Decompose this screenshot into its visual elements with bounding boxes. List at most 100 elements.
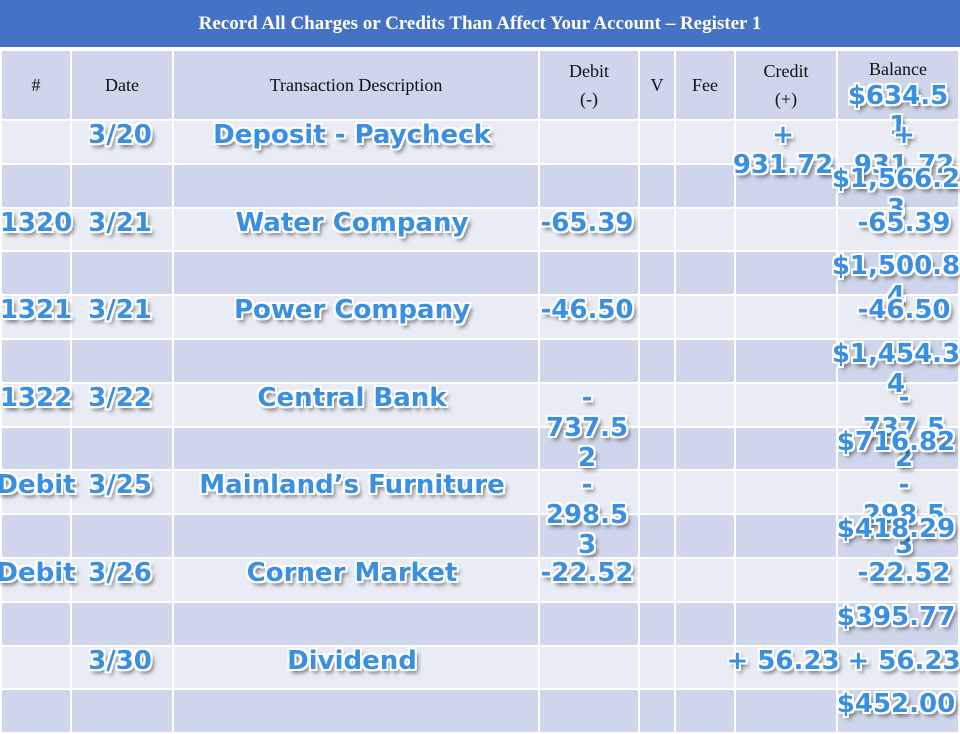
cell-credit	[734, 162, 838, 209]
table-row	[0, 206, 960, 253]
cell-verified	[638, 644, 676, 691]
cell-description	[172, 119, 540, 165]
cell-date	[70, 688, 174, 734]
cell-date	[70, 119, 174, 165]
cell-date	[70, 644, 174, 691]
cell-debit	[538, 162, 640, 209]
cell-credit	[734, 513, 838, 559]
cell-balance	[836, 162, 960, 209]
cell-date	[70, 556, 174, 603]
cell-debit	[538, 425, 640, 472]
cell-verified	[638, 556, 676, 603]
cell-date	[70, 206, 174, 253]
cell-fee	[674, 250, 736, 297]
table-row-balance-line	[0, 688, 960, 734]
cell-balance	[836, 294, 960, 340]
cell-credit	[734, 337, 838, 384]
header-row: # Date Transaction Description Debit (-)…	[0, 49, 960, 121]
cell-description	[172, 513, 540, 559]
cell-date	[70, 513, 174, 559]
table-row-balance-line	[0, 513, 960, 559]
cell-date	[70, 250, 174, 297]
cell-number	[0, 600, 72, 647]
cell-fee	[674, 469, 736, 516]
cell-description	[172, 556, 540, 603]
cell-debit	[538, 513, 640, 559]
cell-date	[70, 381, 174, 428]
cell-number	[0, 119, 72, 165]
cell-verified	[638, 206, 676, 253]
header-balance: Balance	[836, 49, 960, 121]
table-row-balance-line	[0, 425, 960, 472]
cell-fee	[674, 381, 736, 428]
table-row	[0, 381, 960, 428]
cell-credit	[734, 556, 838, 603]
cell-number	[0, 644, 72, 691]
table-row-balance-line	[0, 337, 960, 384]
header-fee: Fee	[674, 49, 736, 121]
cell-number	[0, 337, 72, 384]
cell-debit	[538, 600, 640, 647]
cell-description	[172, 337, 540, 384]
cell-credit	[734, 206, 838, 253]
cell-balance	[836, 688, 960, 734]
cell-fee	[674, 688, 736, 734]
cell-description	[172, 600, 540, 647]
cell-description	[172, 381, 540, 428]
cell-verified	[638, 381, 676, 428]
cell-credit	[734, 688, 838, 734]
cell-verified	[638, 337, 676, 384]
cell-number	[0, 688, 72, 734]
cell-balance	[836, 250, 960, 297]
table-row-balance-line	[0, 250, 960, 297]
cell-balance	[836, 381, 960, 428]
table-row-balance-line	[0, 162, 960, 209]
check-register-table: # Date Transaction Description Debit (-)…	[0, 49, 960, 734]
register-title: Record All Charges or Credits Than Affec…	[0, 0, 960, 49]
cell-fee	[674, 513, 736, 559]
cell-debit	[538, 644, 640, 691]
cell-credit	[734, 425, 838, 472]
header-date: Date	[70, 49, 174, 121]
cell-credit	[734, 119, 838, 165]
table-row	[0, 556, 960, 603]
cell-fee	[674, 294, 736, 340]
cell-credit	[734, 381, 838, 428]
cell-verified	[638, 688, 676, 734]
cell-debit	[538, 337, 640, 384]
cell-date	[70, 162, 174, 209]
cell-debit	[538, 119, 640, 165]
cell-number	[0, 425, 72, 472]
cell-debit	[538, 206, 640, 253]
header-number: #	[0, 49, 72, 121]
cell-verified	[638, 513, 676, 559]
cell-description	[172, 206, 540, 253]
cell-number	[0, 513, 72, 559]
table-row-balance-line	[0, 600, 960, 647]
cell-debit	[538, 294, 640, 340]
cell-credit	[734, 469, 838, 516]
header-verified: V	[638, 49, 676, 121]
cell-fee	[674, 425, 736, 472]
cell-balance	[836, 119, 960, 165]
cell-description	[172, 425, 540, 472]
cell-credit	[734, 294, 838, 340]
cell-balance	[836, 469, 960, 516]
cell-number	[0, 162, 72, 209]
cell-verified	[638, 250, 676, 297]
cell-number	[0, 469, 72, 516]
cell-description	[172, 469, 540, 516]
cell-number	[0, 206, 72, 253]
header-debit: Debit (-)	[538, 49, 640, 121]
table-row	[0, 119, 960, 165]
cell-date	[70, 425, 174, 472]
cell-debit	[538, 381, 640, 428]
cell-date	[70, 600, 174, 647]
cell-verified	[638, 162, 676, 209]
cell-description	[172, 250, 540, 297]
cell-description	[172, 162, 540, 209]
cell-date	[70, 337, 174, 384]
cell-date	[70, 469, 174, 516]
cell-debit	[538, 469, 640, 516]
